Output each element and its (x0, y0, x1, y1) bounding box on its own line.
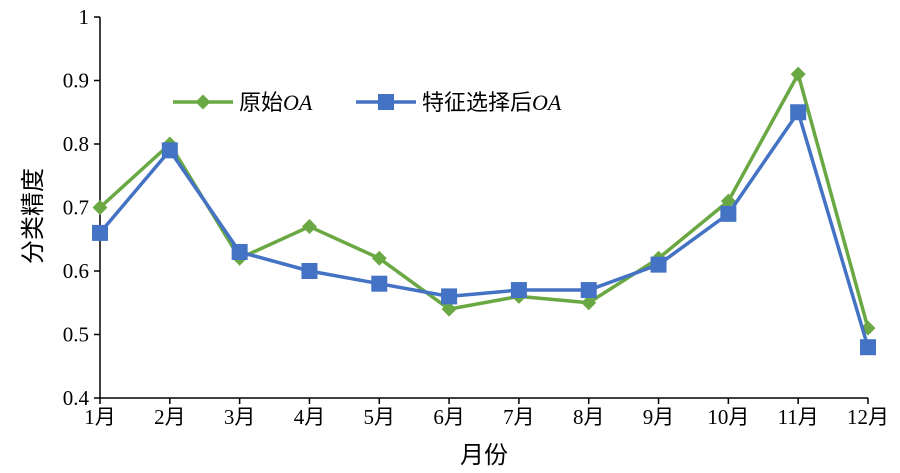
series-2 (92, 104, 876, 356)
y-axis-ticks: 0.4 0.5 0.6 0.7 0.8 0.9 1 (63, 5, 100, 410)
x-tick-label: 10月 (707, 405, 749, 429)
legend-label-suffix: OA (283, 90, 313, 115)
x-axis-ticks: 1月 2月 3月 4月 5月 6月 7月 8月 9月 10月 11月 12月 (84, 398, 889, 429)
legend-label-prefix: 特征选择后 (422, 91, 532, 116)
series-2-point (650, 256, 667, 273)
plot-area (99, 17, 868, 399)
x-tick-label: 5月 (364, 405, 396, 429)
x-tick-label: 12月 (847, 405, 889, 429)
series-2-point (790, 104, 807, 121)
y-tick-label: 0.6 (63, 259, 89, 283)
legend-item-1: 原始OA (173, 90, 313, 116)
series-2-point (92, 224, 108, 241)
y-tick-label: 0.7 (63, 196, 89, 220)
series-2-point (301, 263, 318, 279)
x-tick-label: 11月 (778, 405, 819, 429)
series-1-point (371, 250, 387, 266)
legend: 原始OA 特征选择后OA (173, 90, 562, 116)
y-tick-label: 0.9 (63, 69, 89, 93)
legend-item-2: 特征选择后OA (356, 90, 562, 116)
x-tick-label: 2月 (154, 405, 186, 429)
y-tick-label: 0.5 (63, 323, 89, 347)
legend-label: 原始OA (239, 90, 313, 116)
y-tick-label: 1 (79, 5, 90, 29)
series-1-point (790, 66, 806, 82)
y-tick-label: 0.4 (63, 386, 90, 410)
x-tick-label: 8月 (573, 405, 605, 429)
series-2-point (441, 288, 458, 305)
series-1-line (98, 72, 870, 329)
series-1-point (581, 295, 597, 311)
series-1-point (301, 219, 317, 235)
series-2-point (860, 339, 876, 356)
series-1-point (720, 193, 736, 209)
x-tick-label: 1月 (84, 405, 116, 429)
y-tick-label: 0.8 (63, 132, 89, 156)
series-2-point (161, 142, 178, 159)
series-1-point (92, 200, 108, 215)
series-2-point (510, 282, 527, 299)
series-2-line (98, 110, 870, 348)
legend-label: 特征选择后OA (422, 90, 562, 116)
y-axis-title: 分类精度 (19, 168, 47, 264)
series-2-point (371, 275, 388, 292)
x-tick-label: 6月 (433, 405, 465, 429)
series-layer (92, 66, 876, 356)
series-2-point (720, 205, 737, 222)
legend-swatch-marker (378, 94, 394, 110)
x-tick-label: 3月 (224, 405, 256, 429)
x-tick-label: 7月 (503, 405, 535, 429)
x-tick-label: 9月 (643, 405, 675, 429)
x-axis-title: 月份 (460, 441, 508, 469)
legend-swatch-marker (195, 94, 211, 110)
series-2-point (580, 282, 597, 299)
series-2-point (231, 243, 248, 260)
series-1-point (441, 301, 457, 317)
x-tick-label: 4月 (294, 405, 326, 429)
legend-label-suffix: OA (532, 90, 562, 115)
legend-label-prefix: 原始 (239, 91, 283, 116)
